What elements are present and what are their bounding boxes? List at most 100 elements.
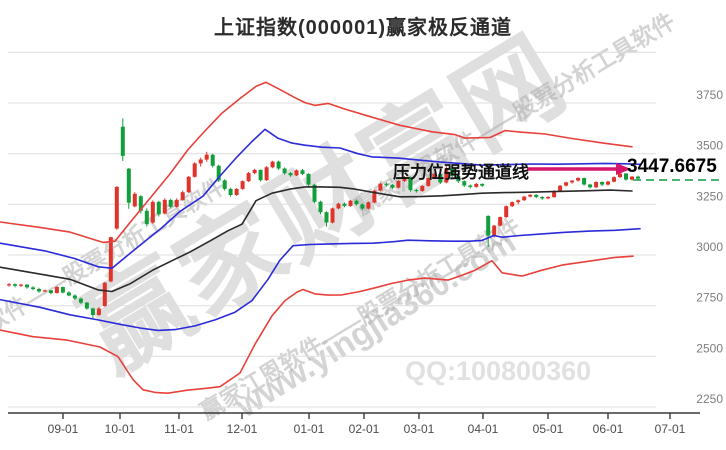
candle-body [354, 200, 359, 205]
candle-body [378, 183, 383, 191]
candle-body [168, 199, 173, 207]
candle-body [360, 204, 365, 209]
candle-body [438, 173, 443, 183]
candle-body [366, 202, 371, 209]
candle-body [162, 199, 167, 214]
candle-body [492, 225, 497, 236]
candle-body [570, 180, 575, 183]
x-axis-label: 02-01 [349, 422, 380, 436]
candle-body [468, 185, 473, 187]
candle-body [324, 212, 329, 223]
candle-body [120, 126, 125, 156]
candle-body [96, 308, 101, 315]
candle-body [48, 290, 53, 294]
candle-body [54, 287, 59, 294]
candle-body [558, 185, 563, 191]
candle-body [90, 308, 95, 315]
candle-body [288, 173, 293, 176]
candle-body [216, 165, 221, 181]
candle-body [342, 203, 347, 206]
x-axis-label: 06-01 [593, 422, 624, 436]
candle-body [72, 295, 77, 299]
candle-body [300, 170, 305, 174]
chart-title: 上证指数(000001)赢家极反通道 [213, 17, 513, 39]
y-axis-label: 2750 [696, 291, 723, 305]
candle-body [624, 173, 628, 180]
upper-rail-blue [0, 128, 641, 270]
candle-body [312, 184, 317, 202]
x-axis-label: 07-01 [655, 422, 686, 436]
candle-body [516, 200, 521, 203]
x-axis-label: 12-01 [227, 422, 258, 436]
candle-body [19, 284, 23, 286]
candle-body [336, 203, 341, 209]
candle-body [498, 217, 503, 226]
candle-body [276, 161, 281, 169]
x-axis-label: 11-01 [164, 422, 194, 436]
candle-body [402, 177, 407, 182]
candle-body [636, 176, 640, 179]
candle-body [264, 167, 269, 181]
candle-body [282, 168, 287, 174]
x-axis-label: 09-01 [48, 422, 79, 436]
lifeline-black [0, 186, 633, 293]
candle-body [246, 173, 251, 182]
resistance-value: 3447.6675 [627, 156, 717, 177]
x-axis-label: 03-01 [404, 422, 435, 436]
candle-body [198, 159, 203, 164]
candle-body [25, 284, 29, 288]
candle-body [108, 237, 113, 282]
candle-body [150, 201, 155, 223]
candle-body [234, 188, 239, 195]
candle-body [486, 215, 491, 236]
candle-body [534, 194, 539, 197]
x-axis-label: 04-01 [468, 422, 499, 436]
candle-body [420, 185, 425, 191]
y-axis-label: 3250 [696, 189, 723, 203]
candle-body [132, 193, 137, 207]
lower-rail-red [0, 255, 634, 395]
candle-body [42, 290, 47, 292]
candle-body [222, 180, 227, 189]
candle-body [60, 287, 65, 293]
candle-body [612, 177, 616, 182]
candle-body [576, 178, 581, 181]
candle-body [192, 163, 197, 177]
candle-body [432, 173, 437, 178]
candle-body [450, 168, 455, 176]
candle-body [102, 282, 107, 307]
candle-body [588, 184, 593, 188]
candle-body [372, 190, 377, 203]
candle-body [564, 182, 569, 186]
x-axis-label: 01-01 [294, 422, 325, 436]
y-axis-label: 2500 [696, 341, 723, 355]
candle-body [510, 202, 515, 207]
x-axis-label: 05-01 [533, 422, 564, 436]
candle-body [444, 168, 449, 183]
candle-body [528, 194, 533, 197]
upper-rail-red [0, 81, 633, 244]
y-axis-label: 3750 [696, 88, 723, 102]
candle-body [594, 182, 599, 188]
candle-body [180, 192, 185, 200]
candle-body [210, 154, 215, 166]
candle-body [138, 196, 143, 211]
candle-body [7, 284, 11, 286]
candle-body [630, 176, 634, 180]
candle-body [426, 178, 431, 186]
candle-body [13, 284, 17, 286]
candle-body [240, 181, 245, 189]
candle-body [462, 181, 467, 186]
candle-body [78, 298, 83, 303]
candle-body [456, 175, 461, 182]
lower-rail-blue [0, 227, 641, 332]
candle-body [228, 188, 233, 195]
y-axis-label: 2250 [696, 392, 723, 406]
x-axis-label: 10-01 [105, 422, 136, 436]
candle-body [408, 177, 413, 191]
candle-body [330, 208, 335, 223]
candle-body [258, 169, 263, 181]
candle-body [600, 182, 605, 185]
